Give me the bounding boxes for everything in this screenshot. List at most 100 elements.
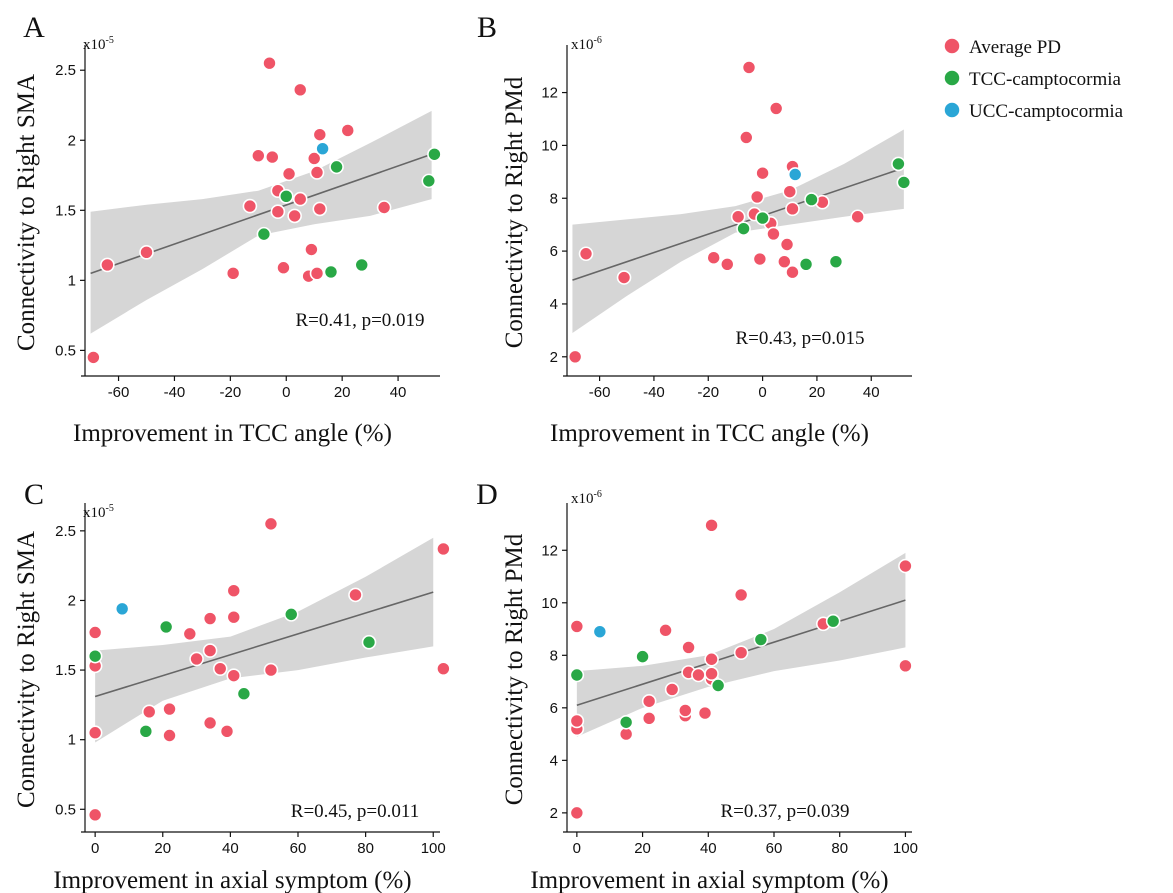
data-point-pd	[292, 191, 308, 207]
data-point-pd	[189, 651, 204, 667]
x-tick-label: 40	[390, 384, 407, 401]
data-point-tcc	[569, 667, 585, 683]
data-point-pd	[242, 198, 258, 214]
data-point-pd	[263, 516, 279, 532]
panel-letter: C	[24, 478, 44, 511]
data-point-ucc	[114, 601, 130, 617]
y-tick-label: 1.5	[55, 662, 76, 679]
x-tick-label: 100	[893, 840, 918, 857]
y-axis-title: Connectivity to Right PMd	[501, 76, 528, 348]
y-tick-label: 1.5	[55, 202, 76, 219]
data-point-pd	[87, 725, 103, 741]
y-tick-label: 10	[541, 137, 558, 154]
data-point-pd	[219, 724, 235, 739]
data-point-pd	[436, 541, 451, 557]
x-tick-label: 0	[282, 384, 290, 401]
data-point-pd	[752, 251, 768, 267]
data-point-pd	[100, 257, 115, 273]
x-axis-title: Improvement in TCC angle (%)	[73, 420, 392, 447]
data-point-tcc	[87, 648, 103, 664]
data-point-pd	[569, 713, 585, 729]
x-tick-label: -40	[643, 384, 665, 401]
correlation-stat-label: R=0.45, p=0.011	[291, 801, 419, 822]
scale-exponent-label: x10-6	[571, 489, 602, 507]
data-point-pd	[749, 189, 765, 205]
data-point-pd	[436, 661, 451, 676]
data-point-pd	[281, 166, 297, 182]
data-point-ucc	[592, 624, 608, 639]
scale-exponent-label: x10-5	[83, 503, 114, 521]
x-tick-label: -60	[108, 384, 130, 401]
data-point-pd	[141, 704, 157, 720]
panel-letter: D	[476, 478, 498, 511]
data-point-pd	[251, 148, 266, 163]
data-point-tcc	[891, 156, 906, 172]
data-point-pd	[225, 266, 241, 281]
data-point-pd	[664, 682, 680, 697]
y-tick-label: 1	[68, 272, 76, 289]
x-tick-label: 60	[290, 840, 307, 857]
data-point-pd	[898, 558, 913, 574]
data-point-pd	[785, 201, 800, 217]
data-point-tcc	[427, 146, 442, 162]
data-point-pd	[782, 184, 798, 199]
data-point-pd	[850, 209, 865, 225]
data-point-pd	[569, 619, 585, 634]
data-point-tcc	[236, 686, 252, 702]
data-point-tcc	[256, 226, 272, 242]
x-tick-label: 40	[222, 840, 239, 857]
x-tick-label: -20	[697, 384, 719, 401]
data-point-pd	[730, 209, 746, 225]
data-point-tcc	[804, 192, 819, 207]
y-tick-label: 10	[541, 595, 558, 612]
y-tick-label: 2	[68, 592, 76, 609]
y-axis-title: Connectivity to Right SMA	[13, 531, 40, 808]
scale-base: x10	[571, 37, 594, 53]
scale-base: x10	[83, 505, 106, 521]
y-tick-label: 0.5	[55, 801, 76, 818]
data-point-pd	[304, 242, 319, 257]
data-point-tcc	[825, 613, 841, 629]
x-tick-label: 20	[334, 384, 351, 401]
y-tick-label: 8	[550, 647, 558, 664]
data-point-pd	[312, 127, 328, 142]
data-point-pd	[212, 661, 228, 676]
data-point-pd	[86, 350, 101, 365]
data-point-pd	[202, 643, 218, 658]
data-point-pd	[226, 609, 242, 625]
x-tick-label: 60	[766, 840, 783, 857]
x-tick-label: 40	[863, 384, 880, 401]
data-point-pd	[697, 705, 713, 721]
x-tick-label: 100	[421, 840, 446, 857]
y-tick-label: 2	[550, 805, 558, 822]
x-tick-label: -20	[220, 384, 242, 401]
y-tick-label: 12	[541, 85, 558, 102]
data-point-pd	[262, 55, 277, 71]
regression-line	[94, 591, 434, 698]
correlation-stat-label: R=0.37, p=0.039	[720, 801, 849, 822]
data-point-tcc	[736, 221, 751, 236]
y-tick-label: 1	[68, 732, 76, 749]
legend-marker	[943, 37, 961, 55]
data-point-pd	[719, 257, 735, 272]
data-point-pd	[226, 668, 242, 683]
confidence-band	[90, 110, 432, 334]
data-point-pd	[162, 701, 177, 717]
data-point-pd	[681, 640, 696, 655]
y-tick-label: 4	[550, 296, 558, 313]
data-point-tcc	[828, 254, 844, 269]
data-point-pd	[139, 245, 154, 260]
data-point-pd	[766, 226, 781, 242]
legend-marker	[943, 101, 961, 119]
data-point-pd	[768, 101, 784, 116]
y-tick-label: 8	[550, 190, 558, 207]
x-axis-title: Improvement in axial symptom (%)	[530, 867, 888, 893]
data-point-pd	[162, 728, 177, 743]
y-tick-label: 2	[68, 132, 76, 149]
x-tick-label: 20	[154, 840, 171, 857]
x-tick-label: 0	[573, 840, 581, 857]
data-point-pd	[348, 587, 363, 603]
data-point-ucc	[787, 167, 803, 182]
x-tick-label: -40	[164, 384, 186, 401]
